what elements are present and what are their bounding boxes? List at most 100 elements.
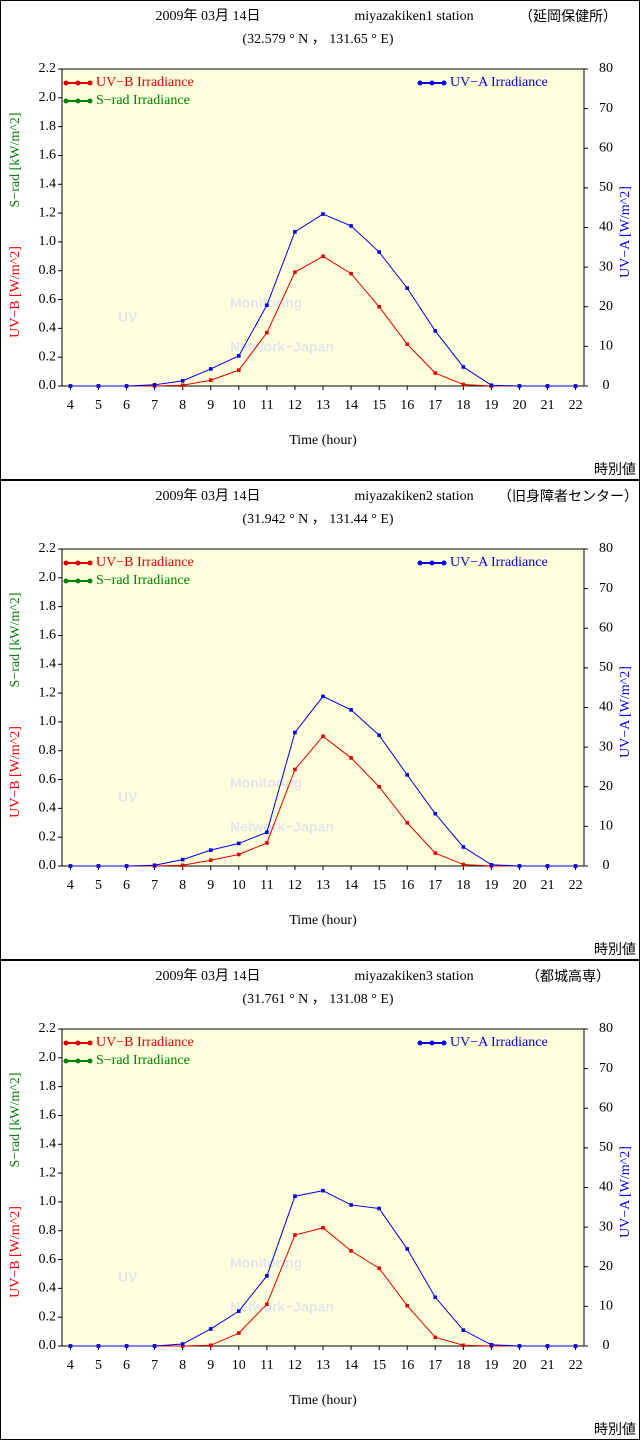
data-point (349, 271, 353, 276)
y-axis-title: UV−B [W/m^2] (8, 1206, 23, 1298)
chart-panel: UV Monitoring Network−Japan 2009年 03月 14日 mi… (0, 480, 640, 960)
y-axis-title: UV−B [W/m^2] (8, 726, 23, 818)
y2-tick-label: 70 (599, 581, 613, 596)
x-tick-label: 20 (512, 398, 526, 413)
y-tick-label: 0.2 (39, 829, 57, 844)
legend-dot (75, 578, 81, 584)
data-point (405, 1303, 409, 1308)
x-tick-label: 10 (232, 1358, 246, 1373)
chart-title: 2009年 03月 14日 (156, 8, 261, 24)
legend-label: S−rad Irradiance (96, 1053, 190, 1068)
x-tick-label: 21 (541, 398, 555, 413)
data-point (237, 354, 241, 358)
x-tick-label: 9 (207, 398, 214, 413)
data-point (293, 270, 297, 274)
legend-dot (429, 80, 435, 86)
footer: 時別値 (594, 462, 636, 478)
data-point (433, 329, 438, 333)
y-tick-label: 1.2 (39, 205, 57, 220)
data-point (461, 1328, 466, 1332)
station-name: miyazakiken3 station (354, 969, 473, 984)
data-point (545, 384, 550, 388)
y2-axis-title: UV−A [W/m^2] (618, 666, 633, 758)
y2-tick-label: 80 (599, 1021, 613, 1036)
x-tick-label: 18 (456, 1358, 470, 1373)
station-name: miyazakiken2 station (354, 489, 473, 504)
chart-title: 2009年 03月 14日 (156, 968, 261, 984)
data-point (433, 1335, 438, 1340)
data-point (208, 378, 213, 383)
x-tick-label: 22 (569, 878, 583, 893)
legend-dot (441, 1040, 447, 1046)
data-point (321, 1226, 325, 1230)
legend-label: UV−A Irradiance (450, 555, 548, 570)
data-point (377, 1206, 381, 1211)
watermark: Network−Japan (230, 1299, 334, 1315)
x-tick-label: 19 (484, 878, 498, 893)
y-tick-label: 1.2 (39, 1165, 57, 1180)
data-point (180, 1342, 185, 1346)
y-tick-label: 0.0 (39, 858, 57, 873)
legend-dot (63, 578, 69, 584)
data-point (180, 857, 185, 862)
y2-tick-label: 70 (599, 1061, 613, 1076)
y2-tick-label: 30 (599, 1219, 613, 1234)
y-tick-label: 0.8 (39, 1223, 57, 1238)
x-tick-label: 11 (260, 398, 273, 413)
watermark: UV (118, 1269, 138, 1285)
x-tick-label: 16 (400, 398, 414, 413)
x-tick-label: 19 (484, 398, 498, 413)
data-point (377, 304, 381, 309)
plot-area (62, 1029, 584, 1346)
data-point (461, 1343, 466, 1348)
data-point (349, 1203, 353, 1207)
watermark: UV (118, 309, 138, 325)
watermark: Network−Japan (230, 819, 334, 835)
x-tick-label: 11 (260, 1358, 273, 1373)
x-tick-label: 8 (179, 1358, 186, 1373)
data-point (180, 379, 185, 383)
data-point (405, 1247, 409, 1251)
data-point (321, 694, 325, 699)
x-tick-label: 18 (456, 398, 470, 413)
data-point (573, 1344, 578, 1348)
y-tick-label: 2.2 (39, 1021, 57, 1036)
x-tick-label: 4 (67, 1358, 74, 1373)
y-axis-title: S−rad [kW/m^2] (8, 1073, 23, 1168)
site-name: （延岡保健所） (519, 9, 617, 25)
y-tick-label: 0.8 (39, 743, 57, 758)
y2-tick-label: 70 (599, 101, 613, 116)
x-tick-label: 8 (179, 878, 186, 893)
legend-label: S−rad Irradiance (96, 93, 190, 108)
y-tick-label: 1.0 (39, 1194, 57, 1209)
x-tick-label: 5 (95, 398, 102, 413)
data-point (208, 1343, 213, 1348)
data-point (265, 1302, 269, 1307)
x-tick-label: 6 (123, 398, 130, 413)
y-tick-label: 2.0 (39, 570, 57, 585)
legend-dot (63, 1058, 69, 1064)
chart-subtitle: (31.942 ° N ， 131.44 ° E) (242, 512, 394, 527)
data-point (265, 1274, 269, 1278)
y2-tick-label: 20 (599, 779, 613, 794)
data-point (489, 383, 494, 388)
chart-panel: UV Monitoring Network−Japan 2009年 03月 14日 mi… (0, 960, 640, 1440)
data-point (208, 848, 213, 852)
y2-tick-label: 60 (599, 620, 613, 635)
y-tick-label: 1.8 (39, 1079, 57, 1094)
x-tick-label: 6 (123, 1358, 130, 1373)
data-point (68, 1344, 73, 1348)
chart-title: 2009年 03月 14日 (156, 488, 261, 504)
data-point (96, 864, 101, 868)
data-point (68, 384, 73, 388)
data-point (405, 286, 409, 290)
y2-tick-label: 20 (599, 1259, 613, 1274)
plot-area (62, 549, 584, 866)
legend-dot (417, 1040, 423, 1046)
watermark: Monitoring (230, 775, 302, 791)
x-tick-label: 13 (316, 398, 330, 413)
y-tick-label: 2.2 (39, 61, 57, 76)
watermark: UV (118, 789, 138, 805)
legend-label: S−rad Irradiance (96, 573, 190, 588)
